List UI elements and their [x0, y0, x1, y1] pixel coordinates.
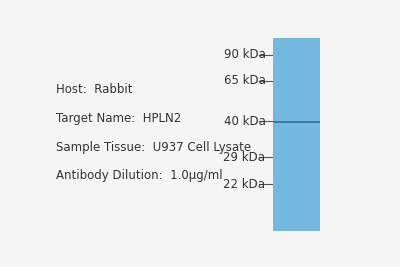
Text: 65 kDa: 65 kDa	[224, 74, 266, 87]
Bar	[273, 121, 320, 123]
Text: Sample Tissue:  U937 Cell Lysate: Sample Tissue: U937 Cell Lysate	[56, 141, 251, 154]
Text: 40 kDa: 40 kDa	[224, 115, 266, 128]
Text: Host:  Rabbit: Host: Rabbit	[56, 83, 133, 96]
Text: 22 kDa: 22 kDa	[224, 178, 266, 191]
Text: Antibody Dilution:  1.0µg/ml: Antibody Dilution: 1.0µg/ml	[56, 170, 223, 182]
Text: 90 kDa: 90 kDa	[224, 48, 266, 61]
Text: 29 kDa: 29 kDa	[224, 151, 266, 164]
Text: Target Name:  HPLN2: Target Name: HPLN2	[56, 112, 182, 125]
Bar	[273, 38, 320, 231]
